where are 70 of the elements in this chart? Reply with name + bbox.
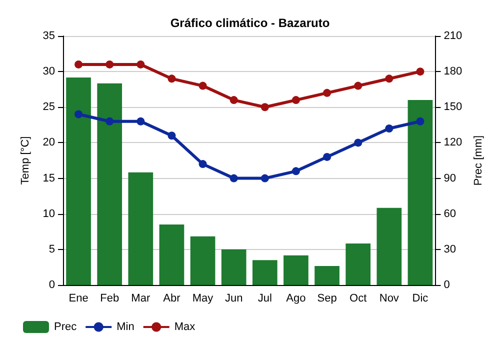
point bbox=[323, 88, 332, 97]
point bbox=[198, 160, 207, 168]
point bbox=[385, 74, 394, 83]
point bbox=[136, 117, 145, 126]
point bbox=[230, 174, 238, 182]
bar bbox=[252, 260, 278, 285]
y2-tick-label: 210 bbox=[444, 30, 462, 42]
y-tick-label: 5 bbox=[48, 243, 55, 256]
point bbox=[136, 60, 145, 68]
legend-label: Min bbox=[116, 321, 134, 333]
point bbox=[416, 117, 424, 126]
x-tick-label: Mar bbox=[131, 292, 150, 304]
bar bbox=[284, 255, 308, 285]
point bbox=[292, 96, 300, 104]
point bbox=[106, 60, 114, 68]
x-tick-label: Ago bbox=[286, 292, 306, 304]
y2-tick-label: 60 bbox=[444, 208, 456, 220]
y2-tick-label: 30 bbox=[444, 243, 456, 256]
bar bbox=[66, 78, 91, 285]
y2-tick-label: 150 bbox=[444, 101, 462, 114]
legend-label: Max bbox=[174, 321, 196, 333]
y-tick-label: 15 bbox=[42, 172, 55, 184]
y2-axis-title: Prec [mm] bbox=[472, 135, 484, 186]
y-tick-label: 30 bbox=[42, 66, 55, 78]
x-tick-label: Sep bbox=[317, 292, 337, 304]
bar bbox=[314, 266, 340, 285]
point bbox=[323, 152, 332, 161]
y2-tick-label: 90 bbox=[444, 172, 456, 184]
y-axis-title: Temp [°C] bbox=[20, 136, 32, 185]
x-tick-label: May bbox=[192, 292, 214, 304]
point bbox=[74, 60, 83, 68]
y-tick-label: 10 bbox=[42, 208, 55, 220]
x-tick-label: Ene bbox=[68, 292, 88, 304]
x-tick-label: Oct bbox=[350, 292, 367, 304]
y-tick-label: 20 bbox=[42, 136, 55, 149]
point bbox=[198, 82, 207, 90]
y-tick-label: 25 bbox=[42, 101, 55, 114]
point bbox=[385, 124, 394, 132]
point bbox=[168, 132, 176, 140]
point bbox=[168, 74, 176, 83]
y2-tick-label: 180 bbox=[444, 66, 462, 78]
chart-title: Gráfico climático - Bazaruto bbox=[170, 16, 330, 30]
x-tick-label: Jun bbox=[224, 292, 243, 304]
y-tick-label: 35 bbox=[42, 30, 55, 42]
point bbox=[354, 82, 362, 90]
x-tick-label: Nov bbox=[379, 292, 400, 304]
bar bbox=[128, 172, 154, 285]
bar bbox=[97, 83, 122, 285]
x-tick-label: Jul bbox=[258, 292, 272, 304]
x-tick-label: Dic bbox=[412, 292, 429, 304]
bar bbox=[346, 244, 371, 285]
point bbox=[230, 96, 238, 104]
y2-tick-label: 0 bbox=[444, 279, 450, 291]
point bbox=[292, 167, 300, 176]
bar bbox=[190, 236, 216, 285]
bar bbox=[376, 208, 402, 285]
point bbox=[106, 117, 114, 126]
y2-tick-label: 120 bbox=[444, 136, 462, 149]
x-tick-label: Feb bbox=[100, 292, 120, 304]
legend-label: Prec bbox=[54, 321, 78, 333]
y-tick-label: 0 bbox=[48, 279, 55, 291]
point bbox=[74, 110, 83, 118]
bar bbox=[408, 100, 433, 285]
point bbox=[416, 68, 424, 76]
bar bbox=[159, 224, 184, 285]
point bbox=[260, 103, 269, 112]
bar bbox=[221, 249, 246, 285]
point bbox=[260, 174, 269, 182]
point bbox=[354, 138, 362, 147]
x-tick-label: Abr bbox=[163, 292, 181, 304]
